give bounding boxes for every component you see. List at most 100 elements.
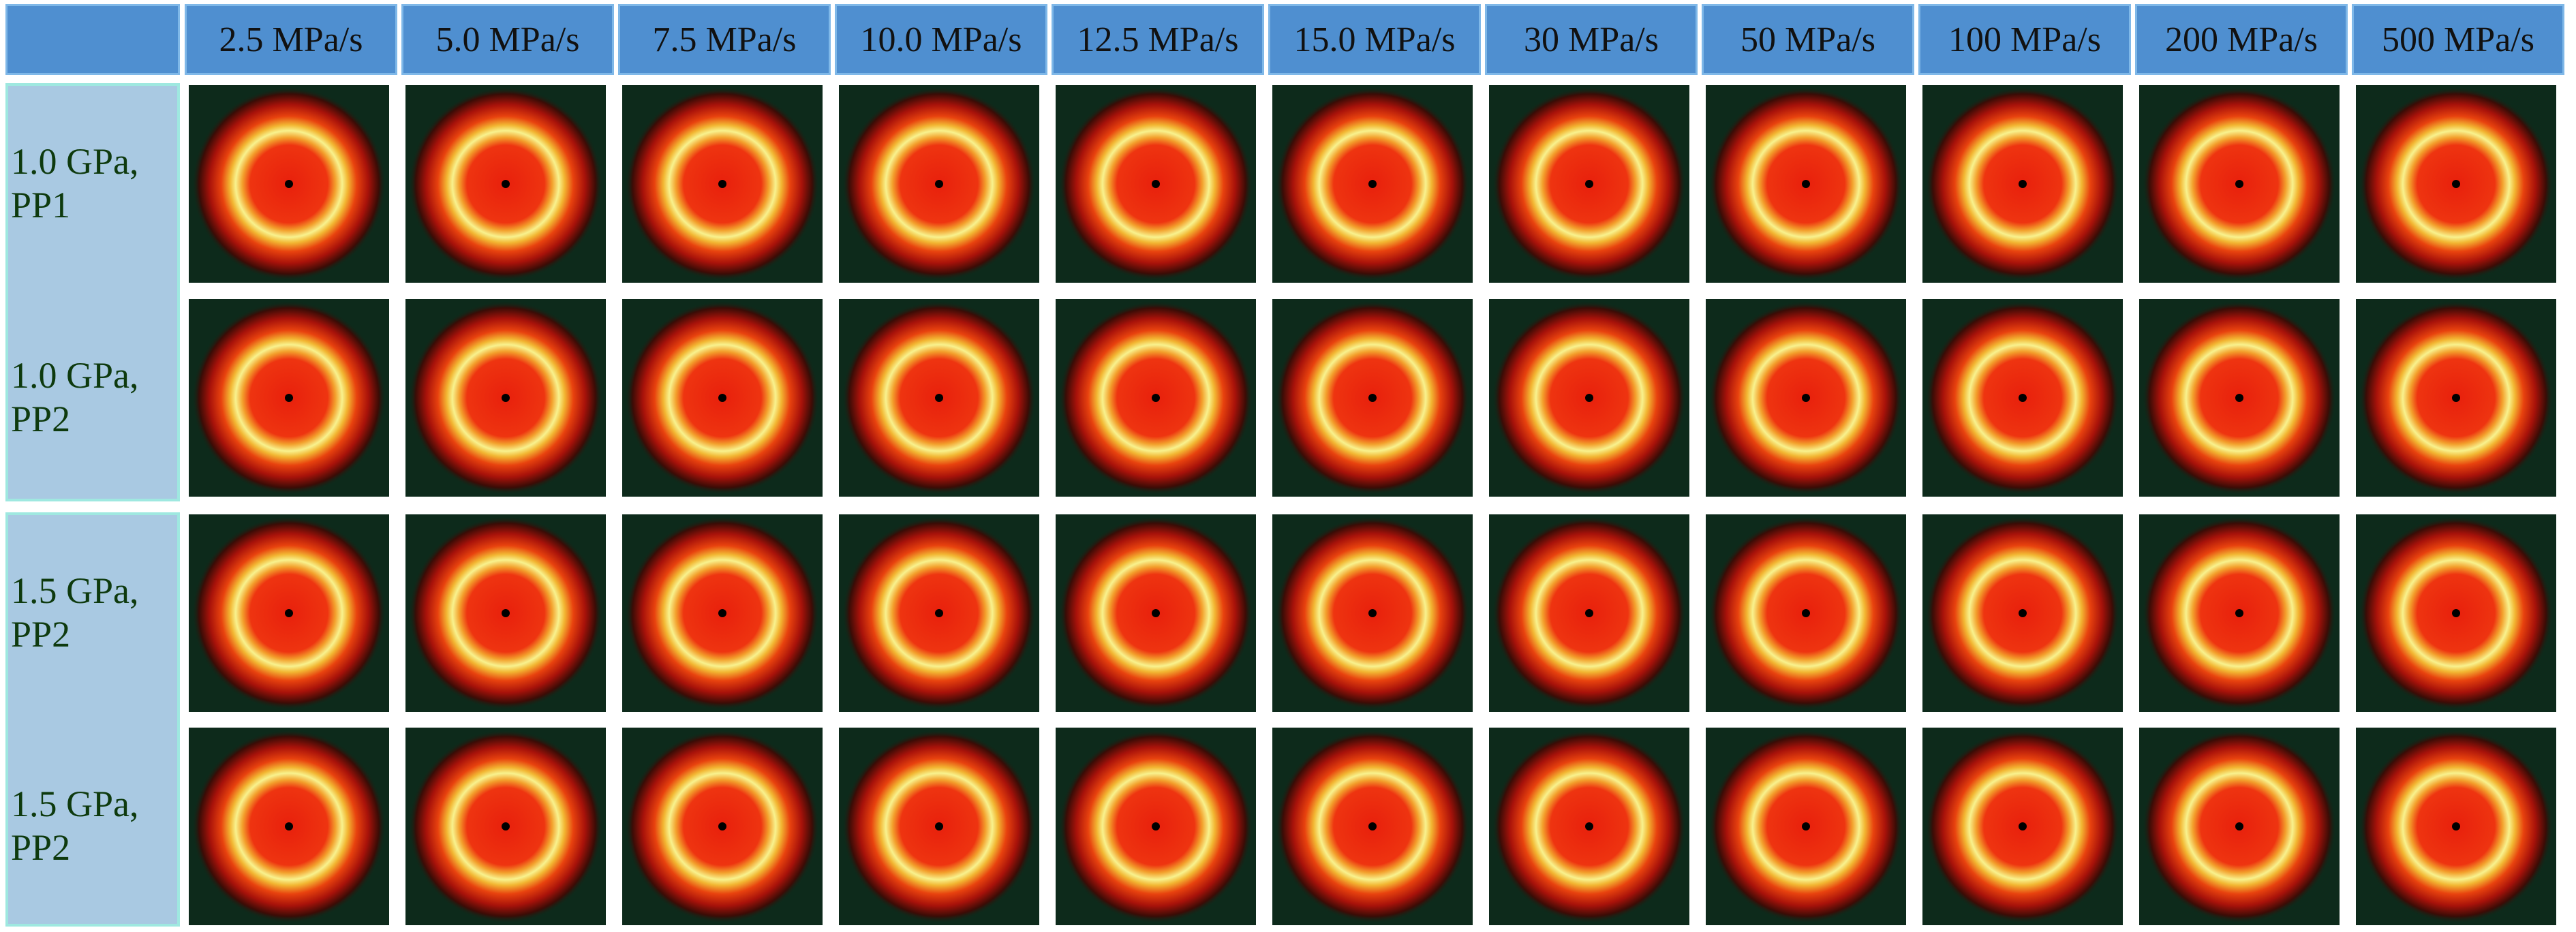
diffraction-image bbox=[839, 728, 1039, 925]
beam-stop bbox=[2452, 609, 2460, 617]
beam-stop bbox=[2235, 609, 2243, 617]
diffraction-image bbox=[2139, 728, 2340, 925]
column-header: 12.5 MPa/s bbox=[1052, 4, 1264, 75]
diffraction-image bbox=[622, 299, 823, 497]
column-header: 7.5 MPa/s bbox=[618, 4, 831, 75]
diffraction-image bbox=[2139, 299, 2340, 497]
column-header: 5.0 MPa/s bbox=[401, 4, 614, 75]
column-header: 50 MPa/s bbox=[1702, 4, 1914, 75]
row-label: 1.0 GPa, PP1 bbox=[11, 141, 139, 226]
row-group-box bbox=[5, 512, 180, 927]
beam-stop bbox=[1802, 822, 1810, 830]
beam-stop bbox=[2019, 394, 2027, 402]
diffraction-image bbox=[1706, 728, 1906, 925]
beam-stop bbox=[935, 609, 943, 617]
beam-stop bbox=[285, 609, 293, 617]
beam-stop bbox=[1152, 394, 1160, 402]
beam-stop bbox=[1368, 822, 1377, 830]
beam-stop bbox=[502, 609, 510, 617]
diffraction-image bbox=[2139, 85, 2340, 283]
diffraction-image bbox=[839, 514, 1039, 712]
diffraction-image bbox=[2356, 299, 2556, 497]
beam-stop bbox=[1152, 180, 1160, 188]
beam-stop bbox=[718, 394, 726, 402]
beam-stop bbox=[2235, 180, 2243, 188]
diffraction-image bbox=[1489, 728, 1689, 925]
beam-stop bbox=[1585, 394, 1593, 402]
diffraction-image bbox=[1706, 299, 1906, 497]
diffraction-image bbox=[1056, 299, 1256, 497]
beam-stop bbox=[1802, 609, 1810, 617]
beam-stop bbox=[1368, 180, 1377, 188]
column-header: 200 MPa/s bbox=[2135, 4, 2348, 75]
beam-stop bbox=[1585, 609, 1593, 617]
diffraction-image bbox=[2356, 85, 2556, 283]
beam-stop bbox=[2452, 822, 2460, 830]
beam-stop bbox=[285, 180, 293, 188]
row-label: 1.5 GPa, PP2 bbox=[11, 570, 139, 655]
diffraction-image bbox=[1922, 728, 2123, 925]
beam-stop bbox=[502, 394, 510, 402]
column-header: 2.5 MPa/s bbox=[185, 4, 397, 75]
diffraction-image bbox=[2139, 514, 2340, 712]
beam-stop bbox=[285, 394, 293, 402]
beam-stop bbox=[718, 180, 726, 188]
beam-stop bbox=[718, 609, 726, 617]
row-label: 1.5 GPa, PP2 bbox=[11, 783, 139, 868]
beam-stop bbox=[2019, 609, 2027, 617]
beam-stop bbox=[1802, 180, 1810, 188]
diffraction-image bbox=[1272, 299, 1473, 497]
diffraction-image bbox=[189, 514, 389, 712]
diffraction-image bbox=[622, 514, 823, 712]
diffraction-image bbox=[839, 85, 1039, 283]
diffraction-image bbox=[1272, 728, 1473, 925]
beam-stop bbox=[502, 180, 510, 188]
diffraction-image bbox=[189, 728, 389, 925]
diffraction-image bbox=[1056, 514, 1256, 712]
beam-stop bbox=[718, 822, 726, 830]
beam-stop bbox=[1585, 822, 1593, 830]
diffraction-image bbox=[1922, 85, 2123, 283]
diffraction-image bbox=[405, 299, 606, 497]
diffraction-image bbox=[405, 514, 606, 712]
column-header: 100 MPa/s bbox=[1918, 4, 2131, 75]
beam-stop bbox=[1802, 394, 1810, 402]
diffraction-image bbox=[1922, 514, 2123, 712]
beam-stop bbox=[1368, 394, 1377, 402]
column-header: 500 MPa/s bbox=[2352, 4, 2564, 75]
diffraction-image bbox=[1056, 85, 1256, 283]
beam-stop bbox=[2452, 394, 2460, 402]
diffraction-image bbox=[1706, 514, 1906, 712]
corner-cell bbox=[5, 4, 180, 75]
diffraction-image bbox=[1922, 299, 2123, 497]
diffraction-image bbox=[405, 728, 606, 925]
beam-stop bbox=[1585, 180, 1593, 188]
column-header: 30 MPa/s bbox=[1485, 4, 1698, 75]
diffraction-image bbox=[189, 299, 389, 497]
beam-stop bbox=[1152, 822, 1160, 830]
beam-stop bbox=[2019, 180, 2027, 188]
diffraction-image bbox=[1489, 299, 1689, 497]
beam-stop bbox=[935, 822, 943, 830]
diffraction-image bbox=[622, 728, 823, 925]
diffraction-image bbox=[405, 85, 606, 283]
column-header: 15.0 MPa/s bbox=[1268, 4, 1481, 75]
diffraction-image bbox=[1272, 514, 1473, 712]
diffraction-image bbox=[1489, 514, 1689, 712]
row-label: 1.0 GPa, PP2 bbox=[11, 355, 139, 439]
beam-stop bbox=[2452, 180, 2460, 188]
beam-stop bbox=[502, 822, 510, 830]
beam-stop bbox=[2019, 822, 2027, 830]
row-group-box bbox=[5, 83, 180, 501]
diffraction-image bbox=[1272, 85, 1473, 283]
beam-stop bbox=[935, 180, 943, 188]
diffraction-image bbox=[2356, 514, 2556, 712]
column-header: 10.0 MPa/s bbox=[835, 4, 1047, 75]
diffraction-image bbox=[1056, 728, 1256, 925]
beam-stop bbox=[935, 394, 943, 402]
beam-stop bbox=[1368, 609, 1377, 617]
diffraction-image bbox=[1706, 85, 1906, 283]
beam-stop bbox=[2235, 394, 2243, 402]
diffraction-image bbox=[2356, 728, 2556, 925]
